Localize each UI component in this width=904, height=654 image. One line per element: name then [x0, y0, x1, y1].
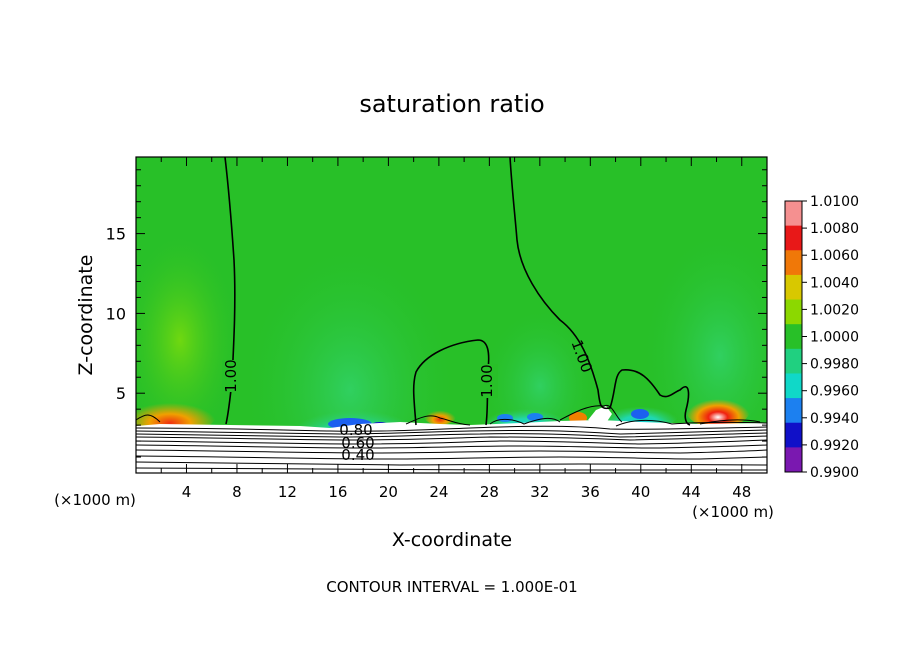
x-tick-label: 28	[480, 483, 499, 501]
contour-1-00-right	[509, 157, 691, 426]
colorbar-label: 0.9980	[810, 357, 859, 373]
colorbar-swatch	[785, 274, 802, 301]
heatmap-field: 1.00 1.00 1.00 0.80 0.60 0.40	[136, 157, 767, 473]
contour-label-left: 1.00	[222, 359, 240, 392]
x-tick-label: 20	[379, 483, 398, 501]
blue-spot-3	[497, 414, 513, 422]
x-tick-label: 4	[182, 483, 192, 501]
colorbar-swatch	[785, 299, 802, 325]
x-tick-label: 36	[581, 483, 600, 501]
colorbar-label: 0.9960	[810, 384, 859, 400]
colorbar-swatch	[785, 324, 802, 350]
y-axis-unit: (×1000 m)	[54, 491, 136, 509]
colorbar-swatch	[785, 373, 802, 399]
blue-spot-5	[631, 409, 649, 419]
colorbar-label: 1.0020	[810, 302, 859, 318]
x-tick-label: 40	[631, 483, 650, 501]
x-axis-unit: (×1000 m)	[692, 503, 774, 521]
y-tick-label: 10	[106, 304, 126, 323]
x-tick-label: 8	[232, 483, 242, 501]
blue-spot-4	[527, 413, 543, 421]
y-axis: 5 10 15	[106, 169, 767, 458]
colorbar-swatch	[785, 447, 802, 473]
x-tick-label: 24	[429, 483, 448, 501]
colorbar-swatch	[785, 348, 802, 374]
chart-title: saturation ratio	[359, 90, 544, 118]
colorbar-label: 1.0040	[810, 275, 859, 291]
contour-label-mid: 1.00	[478, 364, 496, 397]
y-tick-label: 15	[106, 225, 126, 244]
contour-interval-note: CONTOUR INTERVAL = 1.000E-01	[326, 578, 577, 596]
plot-frame	[135, 156, 768, 474]
y-axis-title: Z-coordinate	[75, 255, 97, 376]
plume-yellow-left	[136, 230, 240, 450]
colorbar-swatch	[785, 422, 802, 448]
colorbar: 1.0100 1.0080 1.0060 1.0040 1.0020 1.0000 0.99…	[784, 194, 859, 481]
x-axis: 4 8 12 16 20 24 28 32 36 40 44 48	[160, 157, 751, 501]
contour-label-080: 0.80	[339, 421, 372, 439]
colorbar-swatch	[785, 201, 802, 227]
colorbar-label: 1.0000	[810, 330, 859, 346]
x-axis-title: X-coordinate	[392, 529, 512, 551]
x-tick-label: 44	[682, 483, 701, 501]
contour-labels: 1.00 1.00 1.00 0.80 0.60 0.40	[222, 338, 596, 464]
x-tick-label: 16	[328, 483, 347, 501]
colorbar-label: 0.9920	[810, 438, 859, 454]
x-tick-label: 32	[530, 483, 549, 501]
contour-1-00-left	[224, 157, 236, 425]
colorbar-label: 0.9940	[810, 411, 859, 427]
x-tick-label: 48	[732, 483, 751, 501]
y-tick-label: 5	[116, 384, 126, 403]
contour-label-060: 0.60	[341, 434, 374, 452]
colorbar-swatch	[785, 250, 802, 276]
colorbar-label: 1.0060	[810, 248, 859, 264]
hotspot-right	[686, 392, 750, 428]
x-tick-label: 12	[278, 483, 297, 501]
colorbar-swatch	[785, 225, 802, 251]
contour-label-040: 0.40	[341, 446, 374, 464]
colorbar-swatch	[785, 398, 802, 424]
colorbar-label: 1.0080	[810, 221, 859, 237]
colorbar-label: 0.9900	[810, 465, 859, 481]
colorbar-label: 1.0100	[810, 194, 859, 210]
